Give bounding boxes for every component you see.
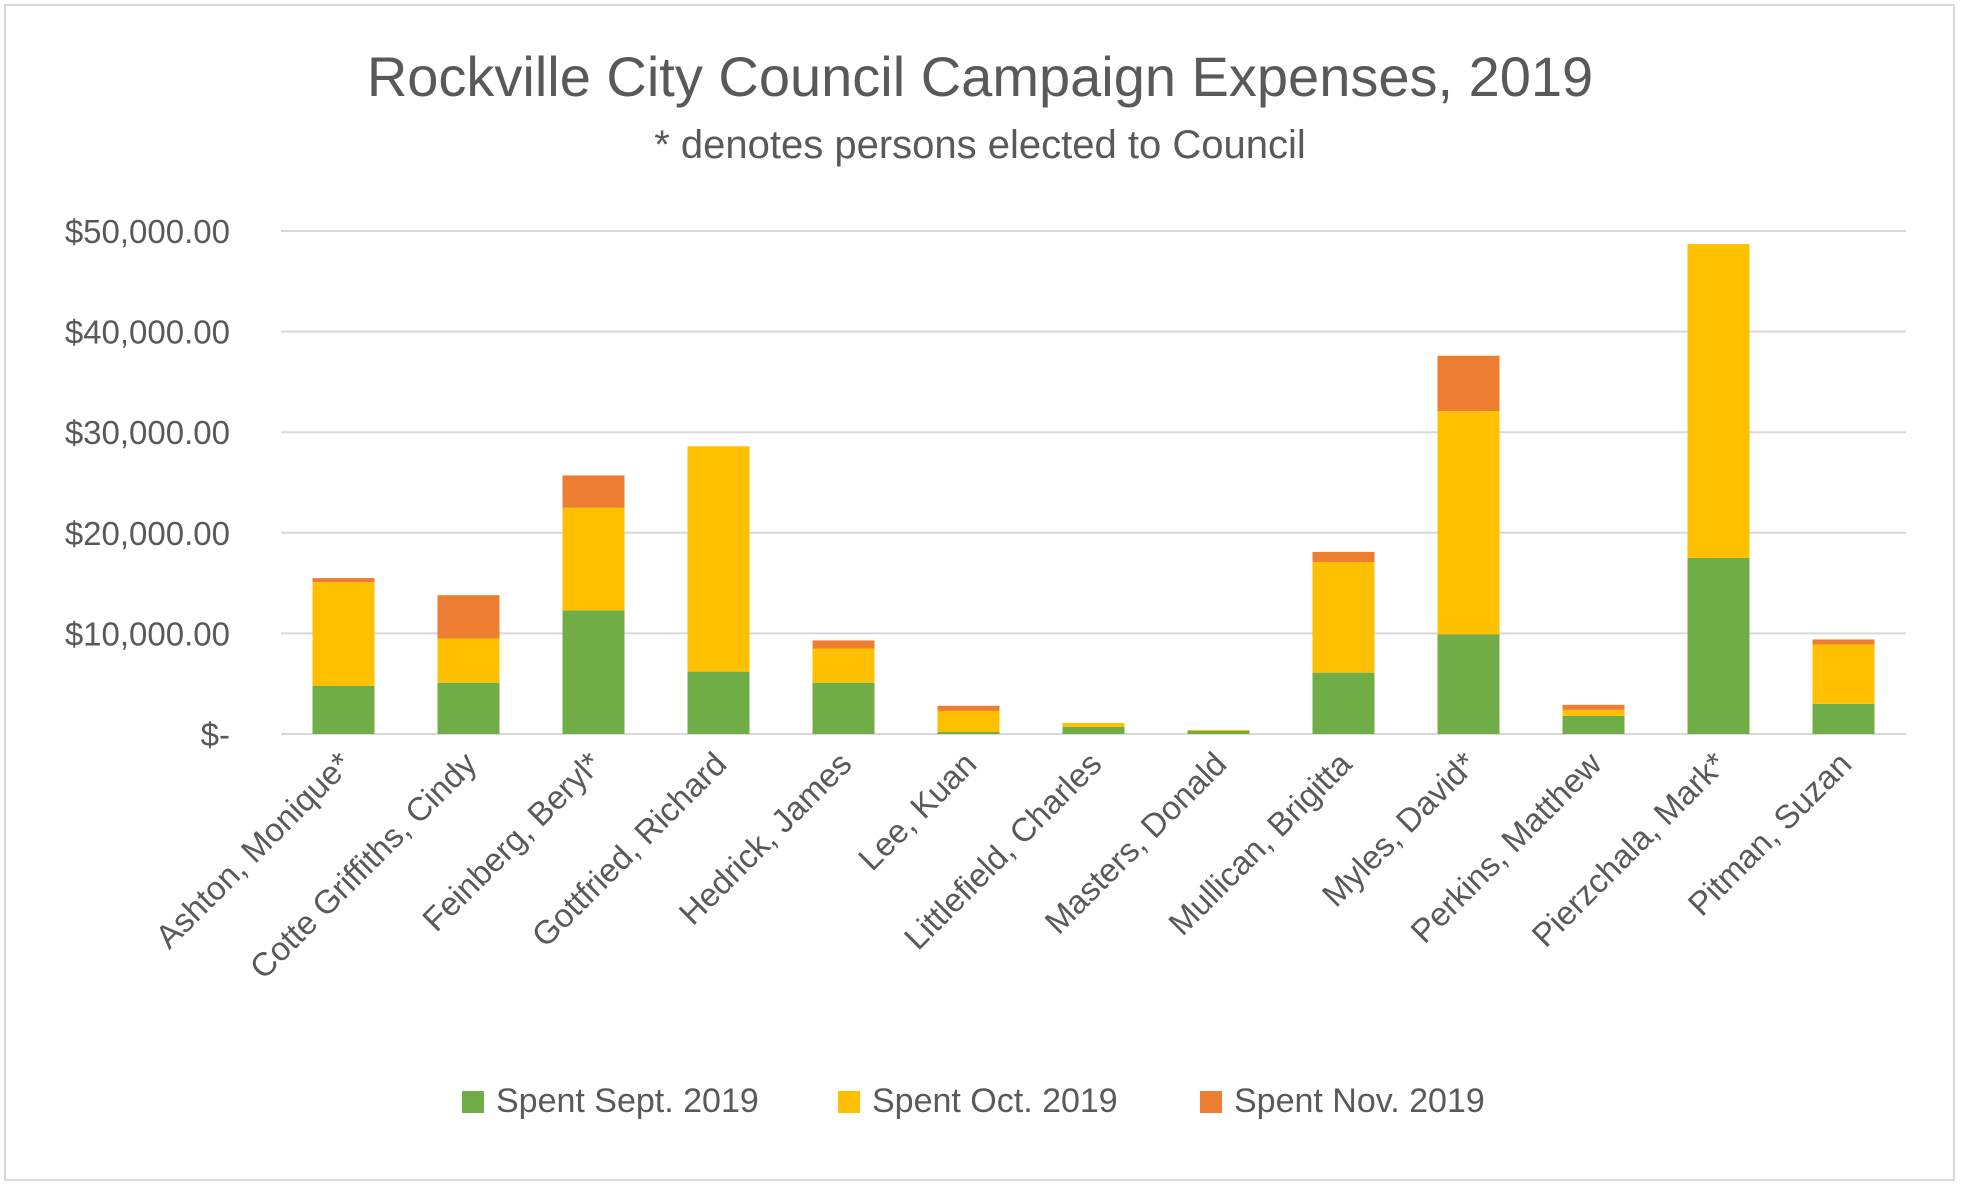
bars — [312, 244, 1875, 734]
y-tick-label: $30,000.00 — [65, 414, 230, 451]
gridlines — [281, 230, 1906, 735]
x-tick-label: Lee, Kuan — [851, 745, 984, 878]
bar-segment-mullican-brigitta-series-2 — [1312, 561, 1375, 673]
bar-segment-myles-david-series-3 — [1437, 355, 1500, 412]
bar-segment-pierzchala-mark-series-2 — [1687, 244, 1750, 558]
chart-title: Rockville City Council Campaign Expenses… — [367, 45, 1593, 108]
bar-segment-pitman-suzan-series-3 — [1812, 639, 1875, 645]
bar-segment-lee-kuan-series-3 — [937, 705, 1000, 711]
bar-segment-cotte-griffiths-cindy-series-1 — [437, 682, 500, 734]
y-tick-label: $40,000.00 — [65, 314, 230, 351]
legend-label: Spent Nov. 2019 — [1234, 1082, 1485, 1120]
bar-segment-ashton-monique-series-1 — [312, 685, 375, 734]
bar-segment-ashton-monique-series-2 — [312, 582, 375, 686]
x-axis-category-labels: Ashton, Monique*Cotte Griffiths, CindyFe… — [148, 744, 1858, 985]
bar-segment-pierzchala-mark-series-1 — [1687, 557, 1750, 734]
chart-subtitle: * denotes persons elected to Council — [654, 123, 1306, 167]
y-tick-label: $20,000.00 — [65, 515, 230, 552]
bar-segment-hedrick-james-series-2 — [812, 648, 875, 683]
bar-segment-hedrick-james-series-3 — [812, 640, 875, 649]
bar-segment-myles-david-series-1 — [1437, 634, 1500, 734]
bar-segment-mullican-brigitta-series-3 — [1312, 551, 1375, 562]
bar-segment-perkins-matthew-series-3 — [1562, 704, 1625, 710]
bar-segment-pitman-suzan-series-2 — [1812, 644, 1875, 704]
bar-segment-littlefield-charles-series-1 — [1062, 726, 1125, 734]
bar-segment-feinberg-beryl-series-2 — [562, 507, 625, 611]
legend-label: Spent Oct. 2019 — [872, 1082, 1118, 1120]
bar-segment-masters-donald-series-2 — [1187, 729, 1250, 731]
y-tick-label: $- — [201, 716, 230, 753]
bar-segment-lee-kuan-series-1 — [937, 731, 1000, 734]
y-tick-label: $10,000.00 — [65, 615, 230, 652]
legend: Spent Sept. 2019 Spent Oct. 2019 Spent Nov… — [462, 1082, 1485, 1120]
bar-segment-pitman-suzan-series-1 — [1812, 703, 1875, 734]
bar-segment-lee-kuan-series-2 — [937, 710, 1000, 732]
bar-segment-perkins-matthew-series-1 — [1562, 715, 1625, 734]
bar-segment-mullican-brigitta-series-1 — [1312, 672, 1375, 734]
legend-swatch — [1200, 1091, 1222, 1113]
bar-segment-hedrick-james-series-1 — [812, 682, 875, 734]
bar-segment-littlefield-charles-series-2 — [1062, 722, 1125, 727]
bar-segment-gottfried-richard-series-1 — [687, 671, 750, 734]
legend-swatch — [838, 1091, 860, 1113]
bar-segment-ashton-monique-series-3 — [312, 578, 375, 583]
x-tick-label: Cotte Griffiths, Cindy — [242, 744, 483, 985]
bar-segment-perkins-matthew-series-2 — [1562, 709, 1625, 716]
bar-segment-feinberg-beryl-series-3 — [562, 475, 625, 508]
bar-segment-feinberg-beryl-series-1 — [562, 610, 625, 734]
legend-label: Spent Sept. 2019 — [496, 1082, 759, 1120]
bar-segment-gottfried-richard-series-2 — [687, 446, 750, 672]
y-axis-tick-labels: $- $10,000.00 $20,000.00 $30,000.00 $40,000.… — [65, 213, 230, 753]
bar-segment-myles-david-series-2 — [1437, 411, 1500, 635]
bar-segment-cotte-griffiths-cindy-series-3 — [437, 595, 500, 639]
y-tick-label: $50,000.00 — [65, 213, 230, 250]
bar-segment-masters-donald-series-1 — [1187, 730, 1250, 734]
legend-swatch — [462, 1091, 484, 1113]
bar-segment-cotte-griffiths-cindy-series-2 — [437, 638, 500, 683]
